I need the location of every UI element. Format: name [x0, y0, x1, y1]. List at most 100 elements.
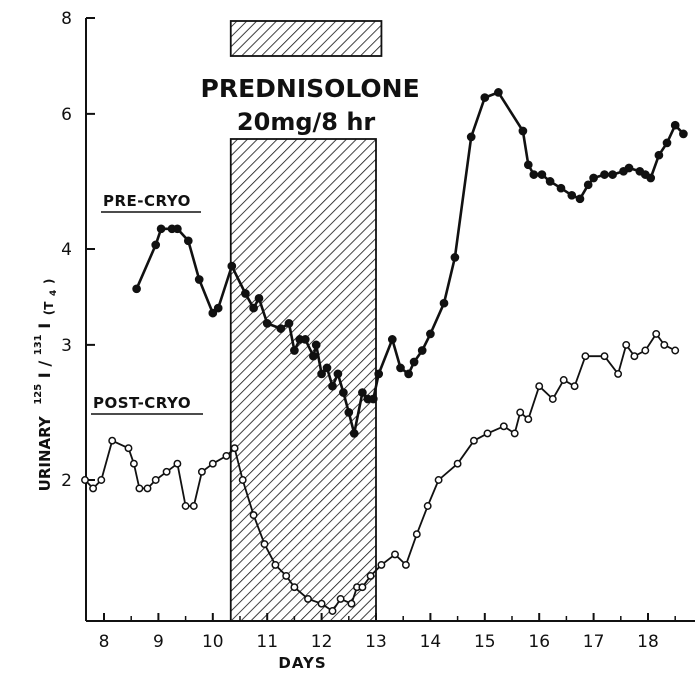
data-point: [583, 180, 593, 190]
x-tick-label: 16: [528, 632, 550, 652]
data-point: [124, 444, 133, 453]
data-point: [129, 459, 138, 468]
data-point: [262, 319, 272, 328]
data-point: [333, 369, 343, 379]
data-point: [227, 261, 237, 271]
data-point: [624, 163, 634, 173]
data-point: [208, 459, 217, 468]
data-point: [567, 190, 577, 200]
data-point: [523, 160, 533, 170]
data-point: [660, 340, 669, 349]
series-post-cryo: [81, 329, 680, 615]
data-point: [434, 476, 443, 484]
series-label-pre-cryo: PRE-CRYO: [103, 192, 191, 210]
data-point: [135, 484, 144, 493]
data-point: [290, 583, 299, 592]
data-point: [97, 476, 106, 484]
data-point: [143, 484, 152, 493]
data-point: [480, 93, 490, 102]
y-title-iodine-2: I: [35, 323, 54, 329]
x-tick-label: 15: [474, 632, 496, 652]
data-point: [600, 352, 609, 361]
data-point: [241, 289, 250, 298]
data-point: [630, 352, 639, 361]
data-point: [377, 560, 386, 569]
data-point: [317, 369, 326, 379]
data-point: [556, 183, 566, 193]
data-point: [654, 150, 664, 160]
series-labels: PRE-CRYO POST-CRYO: [91, 192, 203, 415]
data-point: [423, 502, 432, 510]
treatment-bar-main: [229, 138, 377, 622]
data-point: [614, 369, 623, 378]
data-point: [529, 170, 539, 179]
data-point: [469, 436, 478, 445]
data-point: [260, 540, 269, 549]
y-title-urinary: URINARY: [36, 415, 54, 491]
data-point: [426, 329, 435, 339]
data-point: [545, 177, 555, 186]
data-point: [581, 352, 590, 361]
data-point: [328, 381, 337, 391]
y-tick-label: 3: [61, 336, 72, 356]
data-point: [524, 415, 533, 424]
y-tick-label: 2: [61, 471, 72, 491]
data-point: [450, 253, 460, 262]
data-point: [570, 382, 579, 391]
data-point: [494, 88, 503, 97]
data-point: [608, 170, 617, 179]
data-point: [453, 459, 462, 468]
data-point: [401, 560, 410, 569]
x-tick-label: 14: [420, 632, 442, 652]
series-layer: [81, 88, 688, 615]
series-pre-cryo: [132, 88, 688, 438]
data-point: [368, 394, 378, 404]
series-label-post-cryo: POST-CRYO: [93, 394, 191, 412]
data-point: [347, 599, 356, 608]
data-point: [317, 599, 326, 608]
treatment-dose: 20mg/8 hr: [237, 108, 375, 136]
x-tick-label: 9: [153, 632, 164, 652]
data-point: [208, 308, 218, 318]
y-title-sub-close: ): [42, 279, 56, 284]
data-point: [358, 388, 367, 397]
y-tick-label: 4: [61, 240, 72, 260]
data-point: [249, 511, 258, 520]
x-tick-label: 13: [365, 632, 387, 652]
data-point: [311, 340, 321, 350]
data-point: [183, 236, 193, 246]
data-point: [349, 429, 359, 438]
y-tick-label: 8: [61, 9, 72, 29]
data-point: [282, 571, 291, 580]
data-point: [173, 459, 182, 468]
y-title-sub-4: 4: [49, 290, 59, 296]
y-title-sup-125: 125: [33, 384, 44, 405]
data-point: [439, 298, 449, 308]
x-tick-label: 8: [99, 632, 110, 652]
x-tick-label: 12: [311, 632, 333, 652]
data-point: [162, 467, 171, 476]
data-point: [535, 382, 544, 391]
data-point: [304, 594, 312, 603]
data-point: [230, 444, 239, 453]
data-point: [412, 530, 421, 539]
data-point: [197, 467, 206, 476]
series-line: [135, 91, 685, 435]
y-title-sup-131: 131: [33, 334, 44, 355]
data-point: [417, 346, 427, 355]
data-point: [238, 476, 247, 484]
data-point: [271, 560, 280, 569]
data-point: [670, 120, 680, 130]
data-point: [409, 357, 419, 367]
data-point: [671, 346, 680, 355]
data-point: [132, 284, 141, 294]
data-point: [646, 173, 656, 183]
data-point: [622, 340, 631, 349]
data-point: [374, 369, 384, 379]
data-point: [339, 388, 348, 397]
y-axis-ticks: 2 3 4 6 8: [61, 9, 95, 491]
data-point: [194, 275, 204, 284]
treatment-block: PREDNISOLONE 20mg/8 hr: [201, 20, 420, 622]
data-point: [309, 351, 318, 361]
data-point: [516, 408, 525, 417]
